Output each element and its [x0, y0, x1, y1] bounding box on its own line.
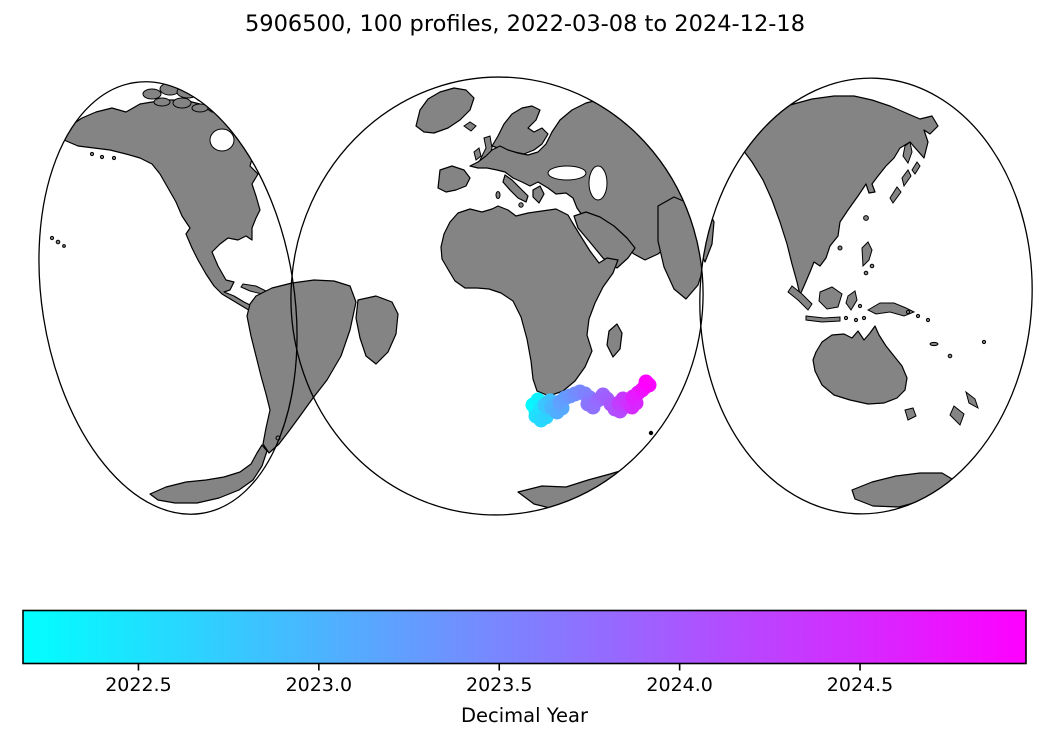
- hudson-bay: [209, 128, 235, 152]
- java: [805, 315, 841, 323]
- colorbar-tick-label: 2023.0: [286, 674, 352, 696]
- hainan: [837, 245, 843, 251]
- japan-island: [901, 169, 912, 188]
- brazil-northeast: [355, 295, 399, 365]
- colorbar-tick-label: 2022.5: [105, 674, 171, 696]
- arctic-island: [176, 85, 200, 99]
- new-zealand-north: [965, 390, 979, 410]
- solomon-island: [915, 313, 921, 319]
- fiji: [981, 339, 987, 345]
- australia: [812, 325, 908, 405]
- madagascar: [606, 323, 623, 358]
- antarctica-west: [149, 444, 268, 504]
- profile-dot: [638, 374, 654, 390]
- italy: [502, 174, 529, 203]
- new-caledonia: [929, 341, 939, 347]
- hawaii-island: [62, 244, 66, 248]
- lesser-sunda-island: [861, 315, 867, 321]
- aleutian-island: [111, 155, 117, 161]
- colorbar-gradient-bar: [22, 609, 1027, 665]
- solomon-island: [905, 309, 911, 315]
- aleutian-island: [89, 151, 95, 157]
- lobe2-outline: [290, 76, 704, 516]
- arctic-island: [188, 81, 204, 91]
- lobe-asia-oceania: [694, 78, 1033, 514]
- japan-island: [889, 186, 902, 204]
- caspian-sea: [588, 165, 608, 201]
- marion-island: [648, 430, 654, 436]
- ireland: [473, 147, 482, 161]
- philippine-island: [863, 270, 869, 276]
- new-zealand-south: [949, 405, 965, 426]
- float-trajectory: [525, 374, 657, 428]
- aleutian-island: [99, 154, 105, 160]
- sicily: [518, 202, 524, 208]
- philippines: [861, 241, 873, 268]
- solomon-island: [925, 317, 931, 323]
- hawaii-island: [49, 235, 55, 241]
- arabia: [573, 211, 636, 269]
- lesser-sunda-island: [843, 315, 849, 321]
- north-america-landmass: [63, 99, 261, 313]
- colorbar-tick-label: 2024.5: [827, 674, 893, 696]
- japan-island: [911, 161, 921, 175]
- lesser-sunda-island: [853, 317, 859, 323]
- sardinia: [495, 191, 501, 199]
- new-guinea: [866, 302, 916, 317]
- iceland: [463, 121, 477, 132]
- hawaii-island: [55, 239, 61, 245]
- arctic-island: [142, 88, 162, 100]
- molucca-island: [857, 303, 863, 309]
- colorbar-ticks: 2022.5 2023.0 2023.5 2024.0 2024.5: [105, 663, 893, 696]
- sakhalin: [902, 141, 913, 165]
- colorbar: 2022.5 2023.0 2023.5 2024.0 2024.5 Decimal Y…: [22, 609, 1027, 727]
- arctic-island: [153, 97, 171, 107]
- colorbar-tick-label: 2024.0: [646, 674, 712, 696]
- colorbar-axis-label: Decimal Year: [461, 704, 589, 727]
- colorbar-tick-label: 2023.5: [466, 674, 532, 696]
- taiwan: [863, 215, 869, 221]
- sumatra: [787, 285, 813, 311]
- greece: [532, 185, 545, 204]
- black-sea: [547, 165, 587, 181]
- lobe1-outline: [38, 81, 298, 515]
- tasmania: [904, 407, 917, 421]
- vanuatu: [947, 353, 953, 359]
- asia-mainland: [737, 95, 939, 296]
- iberia: [437, 165, 471, 193]
- arctic-island: [172, 97, 192, 109]
- world-map: [38, 76, 1033, 516]
- borneo: [818, 286, 843, 310]
- greenland: [415, 87, 475, 134]
- africa: [440, 205, 619, 397]
- philippine-island: [869, 263, 875, 269]
- figure-title: 5906500, 100 profiles, 2022-03-08 to 202…: [245, 11, 805, 37]
- sulawesi: [845, 290, 858, 311]
- lobe3-outline: [699, 77, 1033, 515]
